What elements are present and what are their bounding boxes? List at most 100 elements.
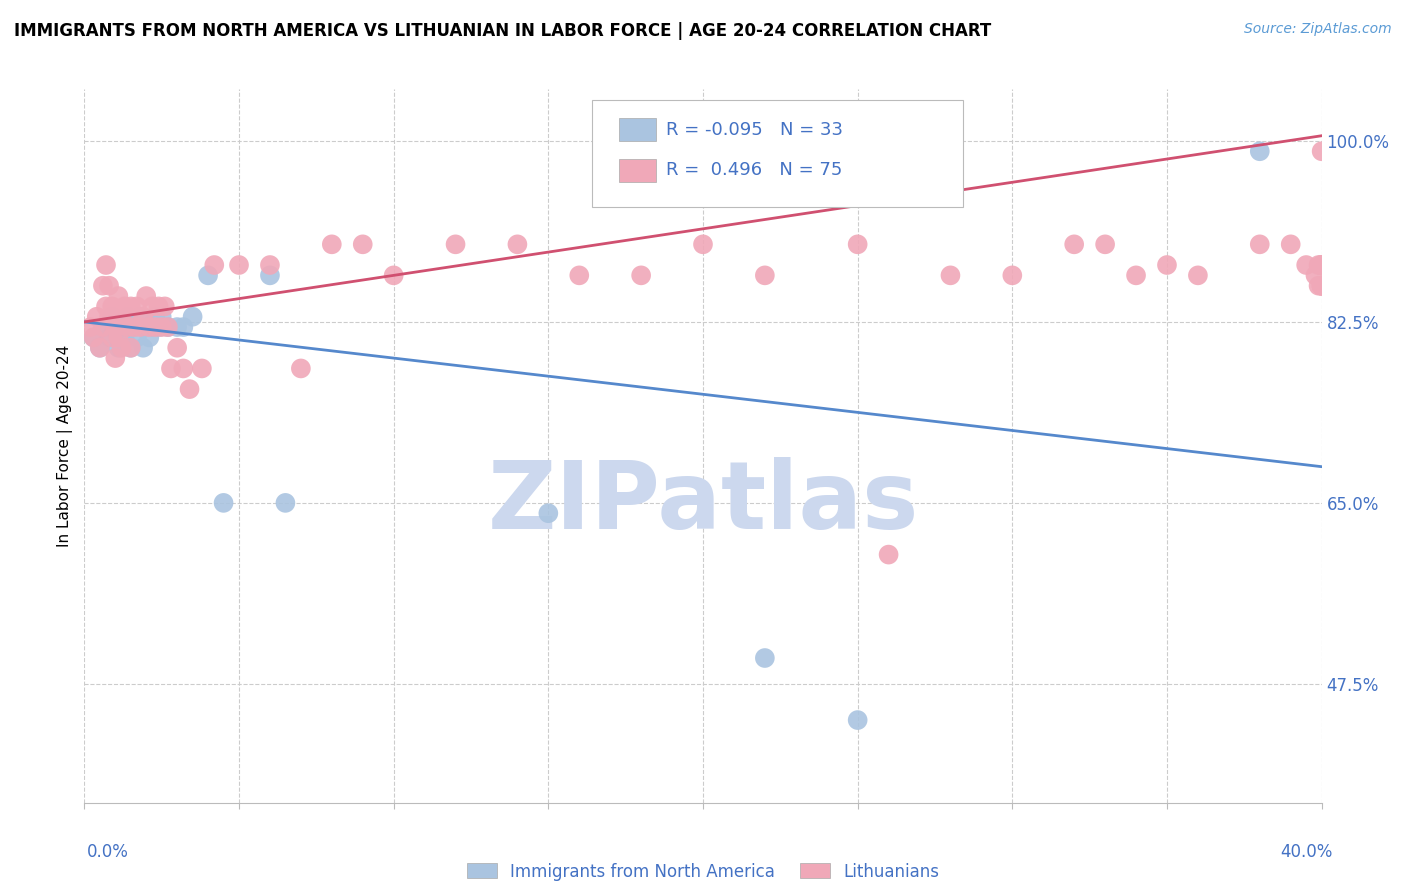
Point xyxy=(79,320,101,334)
Point xyxy=(191,361,214,376)
Point xyxy=(117,310,139,324)
Point xyxy=(148,299,170,313)
Point xyxy=(120,299,142,313)
Point xyxy=(1249,145,1271,159)
Point xyxy=(89,341,111,355)
Point xyxy=(692,237,714,252)
Point xyxy=(939,268,962,283)
Point xyxy=(290,361,312,376)
Point xyxy=(754,651,776,665)
Point xyxy=(202,258,225,272)
Point xyxy=(110,341,132,355)
Point xyxy=(135,289,157,303)
Bar xyxy=(619,159,657,182)
Point xyxy=(1310,258,1333,272)
Point xyxy=(212,496,235,510)
Point xyxy=(1308,258,1330,272)
Point xyxy=(153,299,176,313)
Point xyxy=(1001,268,1024,283)
Point xyxy=(129,310,152,324)
Point xyxy=(98,278,121,293)
Point xyxy=(1310,278,1333,293)
Point xyxy=(125,299,148,313)
Point xyxy=(1063,237,1085,252)
Point xyxy=(107,289,129,303)
Point xyxy=(91,320,114,334)
Point xyxy=(120,341,142,355)
Point xyxy=(181,310,204,324)
Point xyxy=(754,268,776,283)
Point xyxy=(94,320,117,334)
Point xyxy=(274,496,297,510)
FancyBboxPatch shape xyxy=(592,100,963,207)
Point xyxy=(145,320,167,334)
Point xyxy=(228,258,250,272)
Text: IMMIGRANTS FROM NORTH AMERICA VS LITHUANIAN IN LABOR FORCE | AGE 20-24 CORRELATI: IMMIGRANTS FROM NORTH AMERICA VS LITHUAN… xyxy=(14,22,991,40)
Point xyxy=(125,330,148,344)
Point xyxy=(101,310,124,324)
Point xyxy=(129,320,152,334)
Point xyxy=(160,361,183,376)
Text: ZIPatlas: ZIPatlas xyxy=(488,457,918,549)
Point xyxy=(537,506,560,520)
Point xyxy=(110,310,132,324)
Text: R =  0.496   N = 75: R = 0.496 N = 75 xyxy=(666,161,842,178)
Point xyxy=(1187,268,1209,283)
Point xyxy=(107,330,129,344)
Point xyxy=(91,278,114,293)
Point xyxy=(98,310,121,324)
Point xyxy=(877,548,900,562)
Point xyxy=(1125,268,1147,283)
Point xyxy=(104,320,127,334)
Point xyxy=(1156,258,1178,272)
Point xyxy=(197,268,219,283)
Point xyxy=(382,268,405,283)
Point xyxy=(86,310,108,324)
Point xyxy=(98,330,121,344)
Point xyxy=(1310,278,1333,293)
Point xyxy=(166,320,188,334)
Y-axis label: In Labor Force | Age 20-24: In Labor Force | Age 20-24 xyxy=(58,345,73,547)
Point xyxy=(141,299,163,313)
Point xyxy=(1310,278,1333,293)
Point xyxy=(630,268,652,283)
Point xyxy=(104,320,127,334)
Point xyxy=(352,237,374,252)
Point xyxy=(1295,258,1317,272)
Point xyxy=(83,330,105,344)
Point xyxy=(150,320,173,334)
Point xyxy=(1279,237,1302,252)
Point xyxy=(101,330,124,344)
Point xyxy=(1308,278,1330,293)
Point xyxy=(107,341,129,355)
Point xyxy=(114,330,136,344)
Point xyxy=(568,268,591,283)
Point xyxy=(156,320,179,334)
Point xyxy=(101,299,124,313)
Point xyxy=(179,382,201,396)
Point xyxy=(150,310,173,324)
Text: 40.0%: 40.0% xyxy=(1281,843,1333,861)
Point xyxy=(135,320,157,334)
Point xyxy=(1094,237,1116,252)
Point xyxy=(506,237,529,252)
Point xyxy=(117,320,139,334)
Point xyxy=(122,320,145,334)
Point xyxy=(122,320,145,334)
Point xyxy=(114,299,136,313)
Bar xyxy=(619,119,657,141)
Point xyxy=(321,237,343,252)
Point xyxy=(156,320,179,334)
Point xyxy=(148,320,170,334)
Point xyxy=(138,330,160,344)
Point xyxy=(94,258,117,272)
Point xyxy=(846,713,869,727)
Point xyxy=(1305,268,1327,283)
Point xyxy=(145,310,167,324)
Text: R = -0.095   N = 33: R = -0.095 N = 33 xyxy=(666,121,842,139)
Text: Source: ZipAtlas.com: Source: ZipAtlas.com xyxy=(1244,22,1392,37)
Point xyxy=(1310,258,1333,272)
Point xyxy=(104,351,127,365)
Point xyxy=(1310,145,1333,159)
Point xyxy=(1310,258,1333,272)
